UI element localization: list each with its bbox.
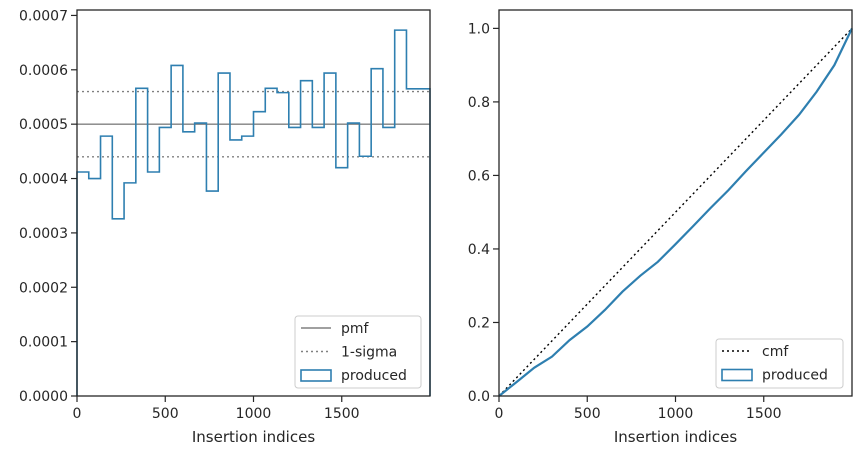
legend-label: produced <box>341 368 407 384</box>
x-axis-label: Insertion indices <box>614 428 737 446</box>
y-tick-label: 0.0 <box>468 389 490 405</box>
y-tick-label: 0.2 <box>468 315 490 331</box>
y-tick-label: 0.0000 <box>19 389 68 405</box>
series-line-produced <box>498 27 853 397</box>
y-tick-label: 0.0005 <box>19 117 68 133</box>
y-tick-label: 0.0003 <box>19 226 68 242</box>
y-tick-label: 0.0004 <box>19 172 68 188</box>
legend: pmf 1-sigma produced <box>294 315 422 389</box>
legend-label: cmf <box>762 344 789 360</box>
x-tick-label: 0 <box>495 406 504 422</box>
x-tick-label: 500 <box>574 406 601 422</box>
legend-label: produced <box>762 368 828 384</box>
y-tick-label: 1.0 <box>468 21 490 37</box>
legend-label: 1-sigma <box>341 345 397 361</box>
histogram-step-produced <box>76 29 431 396</box>
y-tick-label: 0.8 <box>468 95 490 111</box>
y-tick-label: 0.0006 <box>19 63 68 79</box>
y-tick-label: 0.0002 <box>19 280 68 296</box>
left-chart-panel: 0 500 1000 1500 0.0000 0.0001 0.0002 0.0003 0.00… <box>19 8 431 446</box>
y-tick-label: 0.6 <box>468 168 490 184</box>
y-tick-label: 0.0007 <box>19 8 68 24</box>
legend-label: pmf <box>341 321 370 337</box>
legend-handle-box <box>300 369 332 382</box>
right-chart-panel: 0 500 1000 1500 0.0 0.2 0.4 0.6 0.8 1.0 Insertion … <box>468 9 853 446</box>
axes-frame <box>498 9 853 397</box>
y-tick-label: 0.0001 <box>19 335 68 351</box>
x-tick-label: 1500 <box>746 406 782 422</box>
legend-handle-box <box>721 368 753 382</box>
x-axis-label: Insertion indices <box>192 428 315 446</box>
x-tick-label: 500 <box>152 406 179 422</box>
x-tick-label: 1000 <box>658 406 694 422</box>
y-tick-label: 0.4 <box>468 242 490 258</box>
x-tick-label: 0 <box>73 406 82 422</box>
x-tick-label: 1500 <box>324 406 360 422</box>
legend: cmf produced <box>715 338 844 389</box>
x-tick-label: 1000 <box>236 406 272 422</box>
